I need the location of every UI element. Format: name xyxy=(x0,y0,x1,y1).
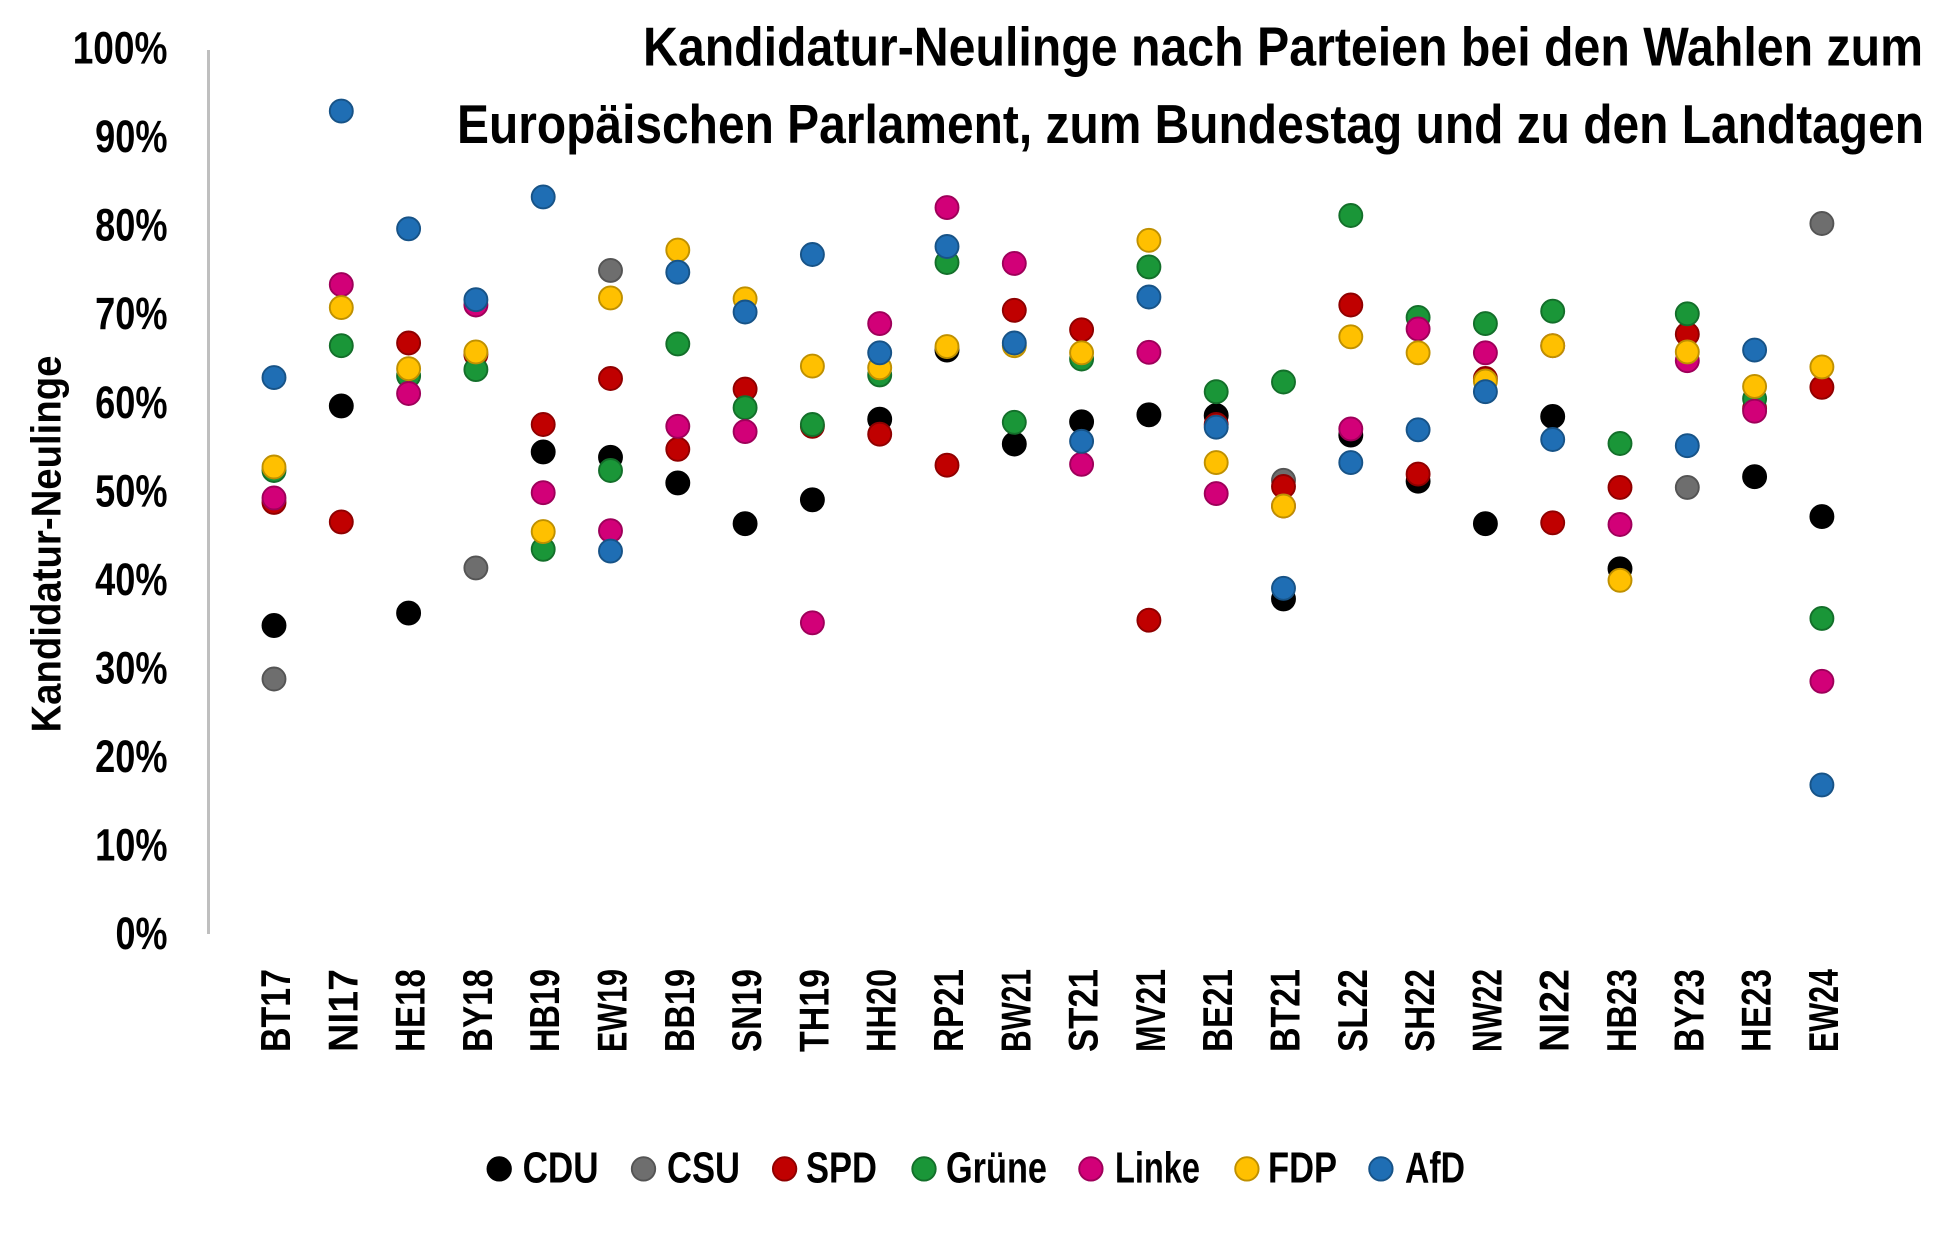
svg-text:SPD: SPD xyxy=(806,1143,877,1192)
svg-text:CDU: CDU xyxy=(523,1143,599,1192)
svg-text:HH20: HH20 xyxy=(858,969,905,1052)
svg-text:HB19: HB19 xyxy=(521,969,568,1052)
svg-text:MV21: MV21 xyxy=(1127,969,1174,1052)
svg-text:SH22: SH22 xyxy=(1396,969,1443,1052)
svg-text:30%: 30% xyxy=(95,642,167,693)
svg-text:10%: 10% xyxy=(95,820,167,871)
svg-text:NW22: NW22 xyxy=(1463,969,1510,1052)
svg-text:100%: 100% xyxy=(73,23,168,74)
svg-text:SN19: SN19 xyxy=(723,969,770,1052)
svg-text:90%: 90% xyxy=(95,111,167,162)
svg-text:Kandidatur-Neulinge nach Parte: Kandidatur-Neulinge nach Parteien bei de… xyxy=(643,16,1923,78)
svg-text:80%: 80% xyxy=(95,200,167,251)
svg-text:EW24: EW24 xyxy=(1800,969,1847,1052)
svg-text:HE23: HE23 xyxy=(1733,969,1780,1052)
svg-text:NI22: NI22 xyxy=(1531,969,1578,1052)
svg-text:BT17: BT17 xyxy=(252,969,299,1052)
svg-text:BT21: BT21 xyxy=(1262,969,1309,1052)
svg-text:BB19: BB19 xyxy=(656,969,703,1052)
svg-text:TH19: TH19 xyxy=(790,969,837,1052)
svg-text:HB23: HB23 xyxy=(1598,969,1645,1052)
svg-text:AfD: AfD xyxy=(1405,1143,1465,1192)
svg-text:40%: 40% xyxy=(95,554,167,605)
svg-text:70%: 70% xyxy=(95,288,167,339)
svg-text:RP21: RP21 xyxy=(925,969,972,1052)
svg-text:0%: 0% xyxy=(116,908,168,959)
svg-text:Europäischen Parlament, zum Bu: Europäischen Parlament, zum Bundestag un… xyxy=(457,93,1924,155)
svg-text:EW19: EW19 xyxy=(589,969,636,1052)
svg-text:HE18: HE18 xyxy=(387,969,434,1052)
svg-text:BE21: BE21 xyxy=(1194,969,1241,1052)
svg-text:50%: 50% xyxy=(95,465,167,516)
svg-text:Kandidatur-Neulinge: Kandidatur-Neulinge xyxy=(23,356,70,733)
svg-text:FDP: FDP xyxy=(1268,1143,1337,1192)
svg-text:SL22: SL22 xyxy=(1329,969,1376,1052)
svg-text:Grüne: Grüne xyxy=(946,1143,1047,1192)
svg-text:60%: 60% xyxy=(95,377,167,428)
svg-text:NI17: NI17 xyxy=(319,969,366,1052)
svg-text:BW21: BW21 xyxy=(992,969,1039,1052)
svg-text:Linke: Linke xyxy=(1115,1143,1200,1192)
svg-text:BY18: BY18 xyxy=(454,969,501,1052)
svg-text:CSU: CSU xyxy=(667,1143,740,1192)
svg-text:BY23: BY23 xyxy=(1665,969,1712,1052)
svg-text:ST21: ST21 xyxy=(1060,969,1107,1052)
svg-text:20%: 20% xyxy=(95,731,167,782)
